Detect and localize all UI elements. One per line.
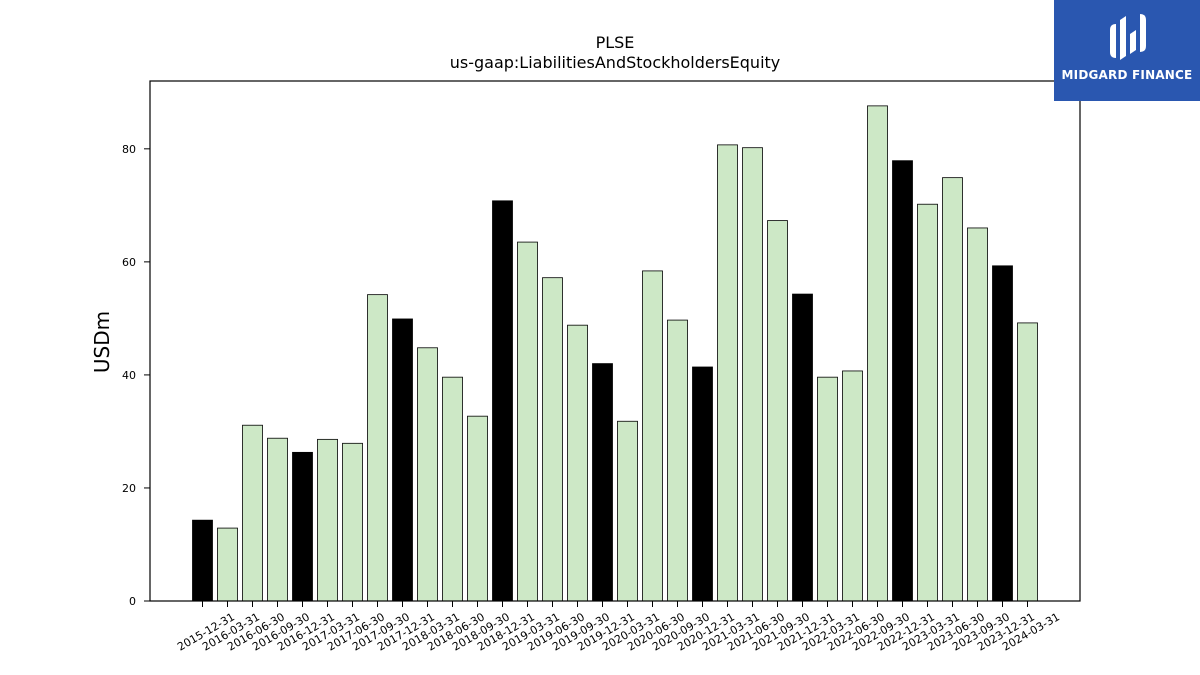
bar-2016-03-31 <box>217 527 238 602</box>
y-tick-label: 80 <box>122 143 136 156</box>
bar-2023-06-30 <box>942 177 963 602</box>
bar-2022-09-30 <box>867 105 888 602</box>
plot-frame <box>149 80 1081 602</box>
bar-2020-09-30 <box>667 319 688 602</box>
bar-2019-12-31 <box>592 363 613 602</box>
bar-2016-09-30 <box>267 437 288 602</box>
bar-2021-09-30 <box>767 220 788 602</box>
bar-2019-09-30 <box>567 324 588 602</box>
chart-title: PLSE <box>596 33 635 52</box>
bar-2018-09-30 <box>467 415 488 602</box>
bar-2023-09-30 <box>967 227 988 602</box>
y-tick-label: 60 <box>122 256 136 269</box>
bars-group <box>192 105 1038 602</box>
bar-2019-03-31 <box>517 241 538 602</box>
bar-2023-12-31 <box>992 265 1013 602</box>
y-tick-label: 40 <box>122 369 136 382</box>
bar-2021-06-30 <box>742 147 763 602</box>
bar-2016-06-30 <box>242 424 263 602</box>
bar-2021-03-31 <box>717 144 738 602</box>
logo-text: MIDGARD FINANCE <box>1061 68 1193 82</box>
y-tick-label: 20 <box>122 482 136 495</box>
bar-2017-12-31 <box>392 318 413 602</box>
bar-2022-06-30 <box>842 370 863 602</box>
chart-subtitle: us-gaap:LiabilitiesAndStockholdersEquity <box>450 53 781 72</box>
y-tick-label: 0 <box>129 595 136 608</box>
bar-2018-03-31 <box>417 347 438 602</box>
bar-2017-03-31 <box>317 438 338 602</box>
bar-2018-12-31 <box>492 200 513 602</box>
bar-2019-06-30 <box>542 277 563 602</box>
bar-2020-03-31 <box>617 420 638 602</box>
bar-2024-03-31 <box>1017 322 1038 602</box>
bar-2022-12-31 <box>892 160 913 602</box>
brand-logo: MIDGARD FINANCE <box>1054 0 1200 101</box>
bar-2020-06-30 <box>642 270 663 602</box>
midgard-logo-icon <box>1110 14 1146 60</box>
y-axis-label: USDm <box>90 311 114 373</box>
x-axis: 2015-12-312016-03-312016-06-302016-09-30… <box>175 601 1062 654</box>
bar-2021-12-31 <box>792 293 813 602</box>
bar-2015-12-31 <box>192 519 213 602</box>
bar-2017-09-30 <box>367 294 388 602</box>
bar-2016-12-31 <box>292 451 313 602</box>
bar-2020-12-31 <box>692 366 713 602</box>
bar-2022-03-31 <box>817 376 838 602</box>
bar-2017-06-30 <box>342 442 363 602</box>
y-axis: 0 20 40 60 80 <box>122 143 150 608</box>
bar-2023-03-31 <box>917 203 938 602</box>
bar-2018-06-30 <box>442 376 463 602</box>
